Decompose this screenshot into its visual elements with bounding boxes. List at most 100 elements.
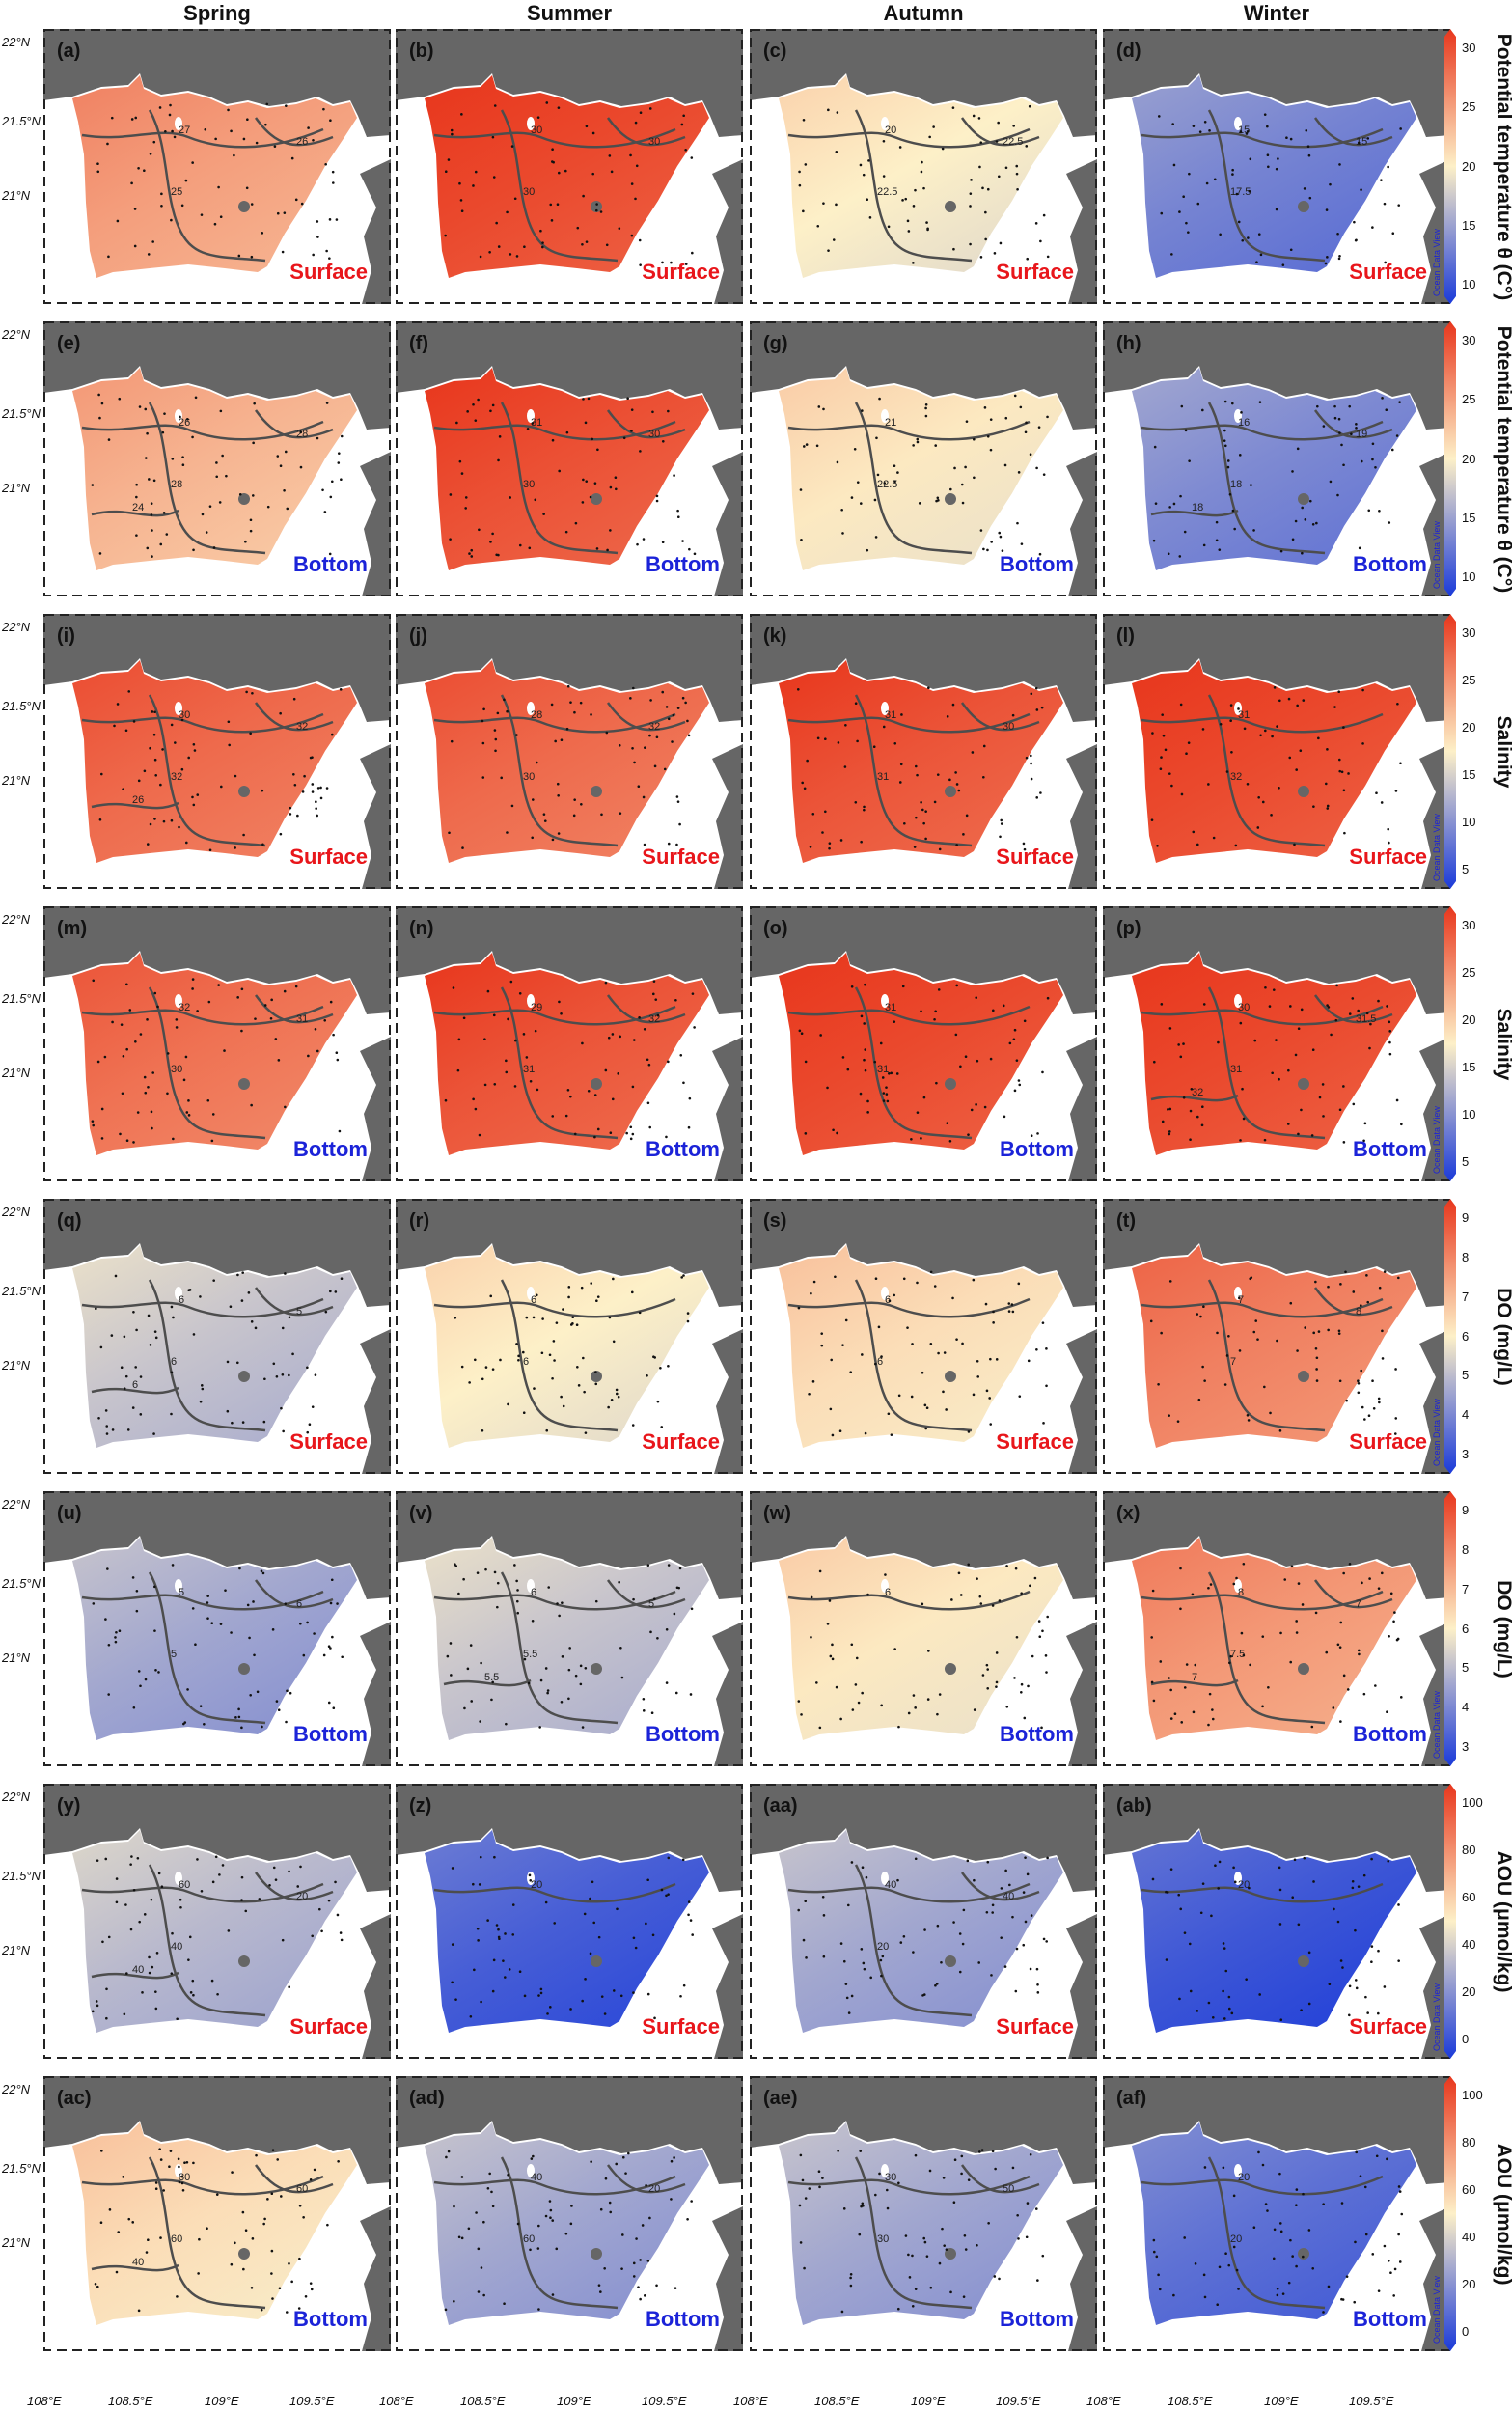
station-dot <box>185 2160 189 2164</box>
panel-label: (d) <box>1116 41 1141 62</box>
station-dot <box>311 1934 314 1938</box>
panel-label: (ae) <box>763 2088 798 2109</box>
station-dot <box>656 1636 659 1640</box>
station-dot <box>1232 2194 1236 2198</box>
station-dot <box>880 1355 883 1358</box>
station-dot <box>667 1364 670 1368</box>
station-dot <box>562 1404 565 1408</box>
station-dot <box>145 457 148 459</box>
station-dot <box>153 991 157 995</box>
station-dot <box>1041 1321 1045 1324</box>
station-dot <box>621 2233 624 2236</box>
station-dot <box>457 2235 461 2239</box>
station-dot <box>835 203 838 207</box>
station-dot <box>899 1941 903 1944</box>
station-dot <box>681 1858 685 1862</box>
station-dot <box>866 548 869 552</box>
station-dot <box>265 102 269 106</box>
station-dot <box>1231 402 1234 405</box>
station-dot <box>135 534 138 537</box>
station-dot <box>972 1278 976 1282</box>
station-dot <box>1028 104 1031 108</box>
island <box>945 201 956 212</box>
station-dot <box>580 802 583 806</box>
station-dot <box>249 1693 252 1697</box>
station-dot <box>642 538 646 541</box>
station-dot <box>687 1913 690 1917</box>
station-dot <box>902 1277 906 1281</box>
station-dot <box>299 1865 302 1869</box>
station-dot <box>201 513 205 516</box>
station-dot <box>903 821 906 825</box>
station-dot <box>1237 707 1240 710</box>
station-dot <box>530 2157 534 2160</box>
colorbar-tick: 30 <box>1462 625 1476 640</box>
station-dot <box>831 1643 834 1647</box>
station-dot <box>143 769 147 773</box>
land-mass <box>396 1199 743 1307</box>
lat-tick: 21.5°N <box>2 2161 41 2176</box>
station-dot <box>957 1571 961 1575</box>
contour-label: 8 <box>1238 1587 1244 1598</box>
station-dot <box>135 483 138 486</box>
station-dot <box>528 546 532 550</box>
station-dot <box>797 1908 801 1912</box>
station-dot <box>645 2184 647 2187</box>
station-dot <box>1258 1993 1261 1996</box>
station-dot <box>916 1281 919 1285</box>
station-dot <box>489 1294 493 1298</box>
contour-line <box>854 694 973 847</box>
station-dot <box>304 2294 308 2298</box>
island <box>238 2248 250 2260</box>
contour-label: 31 <box>885 709 896 721</box>
station-dot <box>881 1076 885 1079</box>
station-dot <box>639 2297 642 2301</box>
station-dot <box>1167 1108 1169 1111</box>
station-dot <box>1392 2294 1395 2297</box>
station-dot <box>460 472 464 475</box>
station-dot <box>460 2236 464 2240</box>
station-dot <box>1192 1710 1196 1714</box>
station-dot <box>1202 2273 1206 2277</box>
station-dot <box>135 1609 139 1613</box>
station-dot <box>665 706 669 708</box>
station-dot <box>150 513 153 516</box>
station-dot <box>800 1713 803 1716</box>
station-dot <box>977 1961 980 1964</box>
station-dot <box>940 1960 943 1964</box>
station-dot <box>1293 1858 1297 1862</box>
station-dot <box>1018 1395 1022 1398</box>
station-dot <box>1333 706 1336 708</box>
station-dot <box>486 2187 490 2190</box>
lat-tick: 21°N <box>2 1943 31 1957</box>
station-dot <box>1037 1620 1041 1623</box>
station-dot <box>972 437 976 441</box>
station-dot <box>1020 542 1024 545</box>
station-dot <box>607 1405 610 1409</box>
land-mass <box>1419 2206 1450 2351</box>
station-dot <box>97 1416 100 1420</box>
odv-credit: Ocean Data View <box>1432 1399 1442 1466</box>
station-dot <box>1045 1384 1048 1388</box>
station-dot <box>107 1643 111 1647</box>
station-dot <box>671 740 674 743</box>
station-dot <box>876 473 880 477</box>
contour-line <box>254 1872 334 1901</box>
station-dot <box>303 774 306 778</box>
station-dot <box>832 1128 835 1132</box>
station-dot <box>1361 1405 1364 1409</box>
station-dot <box>132 1310 135 1314</box>
station-dot <box>684 148 687 152</box>
colorbar-fill <box>1444 2076 1456 2351</box>
depth-label: Surface <box>642 2014 720 2039</box>
contour-label: 21 <box>885 417 896 429</box>
station-dot <box>670 261 673 264</box>
station-dot <box>1030 1134 1033 1138</box>
station-dot <box>115 1630 118 1634</box>
station-dot <box>1286 1123 1290 1125</box>
map-panel: 32 30 31 (m) Bottom <box>43 906 391 1181</box>
station-dot <box>125 983 128 986</box>
station-dot <box>840 508 843 512</box>
